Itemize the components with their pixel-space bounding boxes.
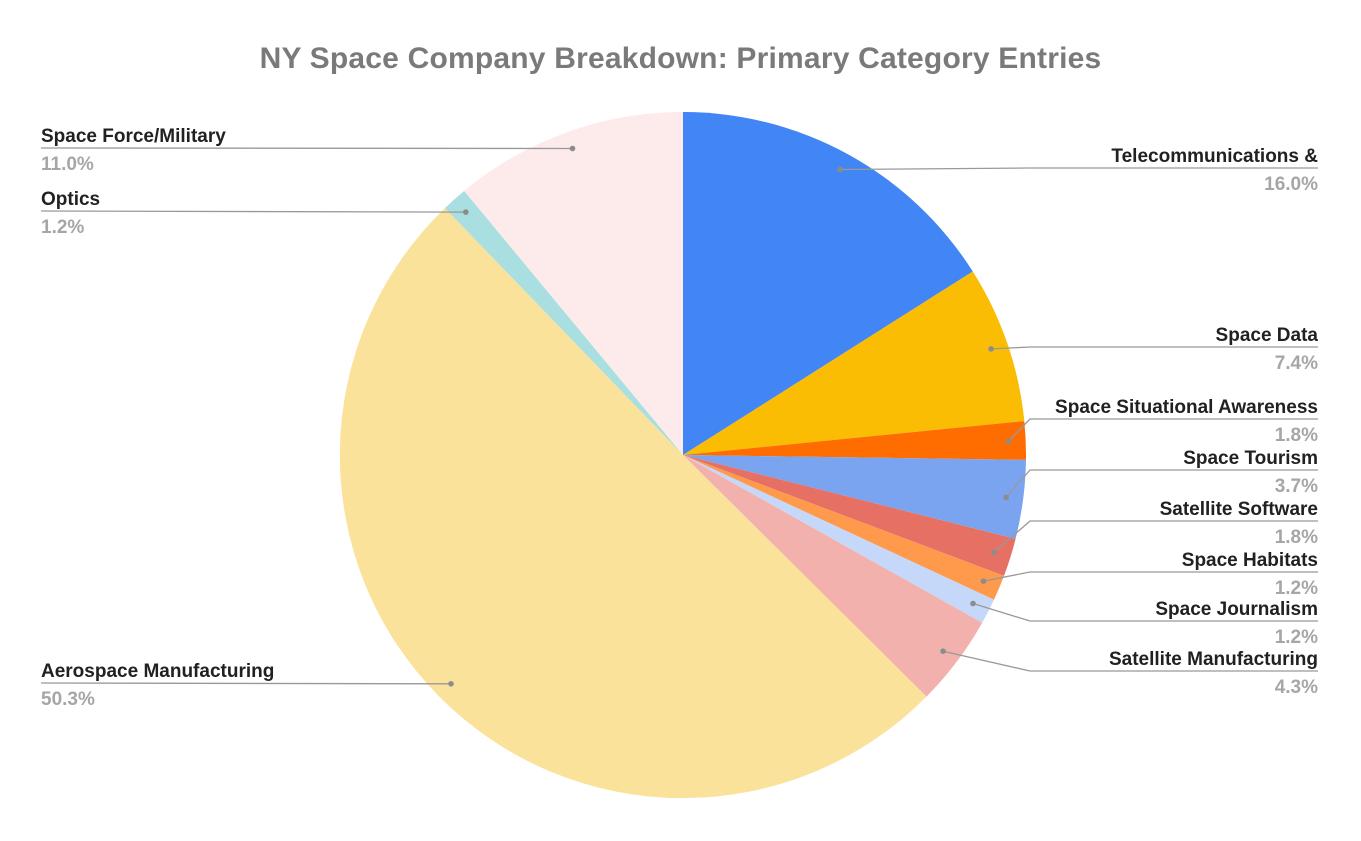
pie-slice[interactable] [683,112,973,455]
pie-slice[interactable] [683,421,1027,460]
leader-line [40,682,452,685]
leader-line [40,147,573,150]
pie-slice[interactable] [683,271,1025,456]
leader-line [983,571,1318,582]
leader-dot [991,549,997,556]
slice-callout: Telecommunications & 16.0% [1111,145,1318,196]
slice-pct: 3.7% [1274,476,1318,497]
slice-label: Optics [41,189,101,210]
leader-line [40,210,466,213]
slice-label: Aerospace Manufacturing [41,661,275,682]
chart-title: NY Space Company Breakdown: Primary Cate… [259,42,1102,75]
slice-pct: 7.4% [1274,353,1318,374]
pie-slice[interactable] [683,455,1026,539]
slice-callout: Space Situational Awareness 1.8% [1055,396,1318,447]
slice-label: Satellite Manufacturing [1108,649,1318,670]
leader-line [840,167,1318,171]
pie-slice[interactable] [339,208,927,799]
slice-label: Space Situational Awareness [1055,397,1318,418]
leader-line [1008,418,1318,442]
leader-dot [988,346,994,352]
leader-dot [970,600,976,607]
slice-label: Space Data [1215,325,1318,346]
slice-pct: 1.2% [41,217,85,238]
leader-dot [940,648,946,654]
slice-pct: 1.2% [1274,627,1318,648]
pie-slice[interactable] [683,455,983,697]
pie-slice[interactable] [444,190,683,455]
pie-slice[interactable] [683,455,1016,576]
leader-dot [448,681,454,687]
leader-dot [980,578,987,584]
slice-callout: Satellite Software 1.8% [1160,498,1318,549]
slice-pct: 1.8% [1274,527,1318,548]
leader-line [1005,469,1318,498]
slice-pct: 11.0% [41,154,94,175]
slice-callout: Space Habitats 1.2% [1182,549,1318,600]
leader-line [991,346,1318,350]
leader-dot [463,209,469,215]
slice-label: Space Tourism [1183,448,1318,469]
slice-pct: 50.3% [41,689,95,710]
slice-callout: Space Force/Military 11.0% [41,125,226,176]
slice-label: Satellite Software [1159,499,1318,520]
pie-slice[interactable] [683,455,1004,600]
slice-callout: Satellite Manufacturing 4.3% [1109,648,1318,699]
slice-label: Space Habitats [1181,550,1318,571]
slice-label: Space Force/Military [41,126,226,147]
slice-label: Telecommunications & [1111,146,1318,167]
leader-line [993,520,1318,553]
slice-callout: Space Data 7.4% [1216,324,1318,375]
slice-pct: 16.0% [1264,174,1318,195]
leader-dot [837,166,843,173]
leader-dot [1005,438,1012,445]
pie-slice[interactable] [464,112,683,455]
slice-pct: 4.3% [1274,677,1318,698]
pie-slice[interactable] [683,455,994,623]
leader-line [972,602,1318,622]
slice-callout: Space Tourism 3.7% [1183,447,1318,498]
leader-dot [1003,494,1009,501]
slice-label: Space Journalism [1155,599,1318,620]
slice-callout: Optics 1.2% [41,188,100,239]
slice-callout: Space Journalism 1.2% [1155,598,1318,649]
slice-pct: 1.2% [1274,578,1318,599]
slice-callout: Aerospace Manufacturing 50.3% [41,660,274,711]
slice-pct: 1.8% [1274,425,1318,446]
leader-dot [569,145,576,152]
leader-line [942,650,1318,672]
